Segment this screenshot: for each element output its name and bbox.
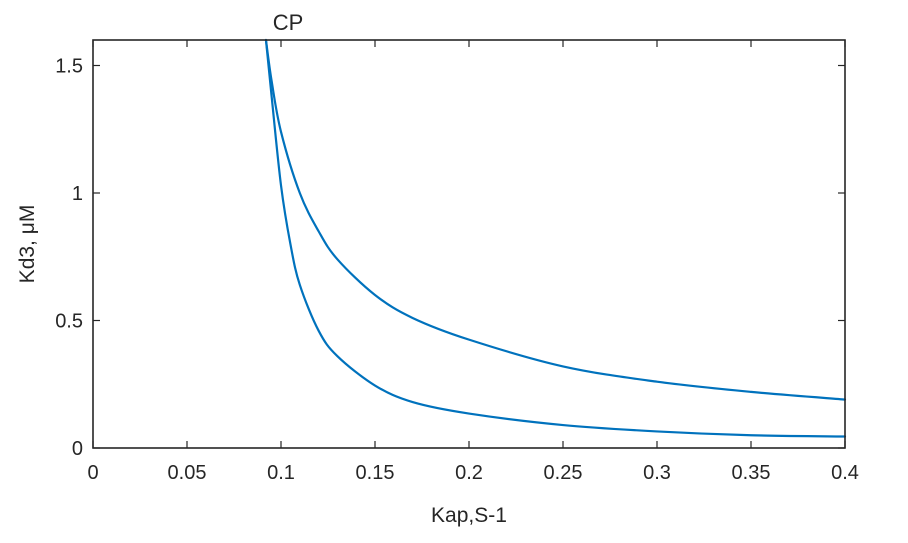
x-axis-label: Kap,S-1 <box>431 504 507 527</box>
x-tick-label: 0 <box>87 462 98 484</box>
x-tick-label: 0.3 <box>643 462 671 484</box>
series-line-2 <box>264 38 847 438</box>
x-tick-label: 0.4 <box>831 462 859 484</box>
x-tick-label: 0.05 <box>168 462 207 484</box>
x-tick-label: 0.2 <box>455 462 483 484</box>
series-line-1 <box>264 38 847 401</box>
chart-title: CP <box>273 10 304 35</box>
y-tick-label: 1 <box>72 183 83 205</box>
x-tick-label: 0.1 <box>267 462 295 484</box>
x-tick-label: 0.15 <box>356 462 395 484</box>
y-tick-label: 1.5 <box>55 56 83 78</box>
y-tick-label: 0 <box>72 438 83 460</box>
x-axis: 0 0.05 0.1 0.15 0.2 0.25 0.3 0.35 0.4 <box>87 40 859 484</box>
x-tick-label: 0.35 <box>732 462 771 484</box>
x-tick-label: 0.25 <box>544 462 583 484</box>
series-layer <box>264 38 847 438</box>
y-axis-label: Kd3, μM <box>16 205 39 284</box>
plot-area-frame <box>92 39 846 449</box>
y-tick-label: 0.5 <box>55 311 83 333</box>
y-axis: 0 0.5 1 1.5 <box>55 56 845 460</box>
